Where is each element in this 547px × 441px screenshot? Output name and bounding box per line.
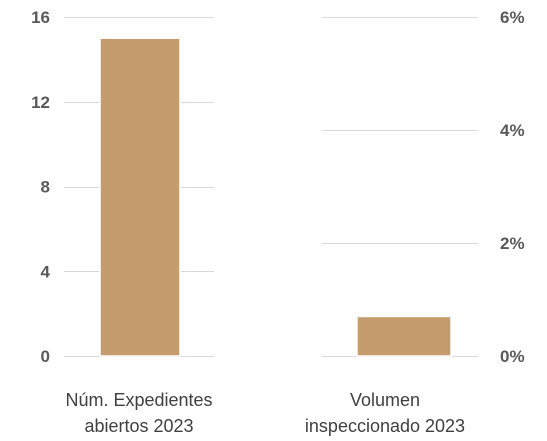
left-tick-label-1: 4 [41, 262, 51, 281]
right-tick-label-3: 6% [500, 8, 525, 27]
category-label-1-line-2: abiertos 2023 [84, 416, 193, 436]
bar-layer [99, 37, 452, 357]
category-label-1-line-1: Núm. Expedientes [65, 390, 212, 410]
bar-1 [99, 37, 181, 357]
bar-2 [356, 315, 452, 357]
left-tick-label-0: 0 [41, 347, 50, 366]
right-tick-label-0: 0% [500, 347, 525, 366]
left-tick-label-4: 16 [31, 8, 50, 27]
left-tick-label-2: 8 [41, 178, 50, 197]
category-label-2-line-1: Volumen [350, 390, 420, 410]
tick-layer: 0 4 8 12 16 0% 2% 4% 6% [31, 8, 525, 366]
category-label-2-line-2: inspeccionado 2023 [305, 416, 465, 436]
left-tick-label-3: 12 [31, 93, 50, 112]
category-label-layer: Núm. Expedientes abiertos 2023 Volumen insp… [65, 390, 465, 436]
right-tick-label-1: 2% [500, 234, 525, 253]
right-tick-label-2: 4% [500, 121, 525, 140]
